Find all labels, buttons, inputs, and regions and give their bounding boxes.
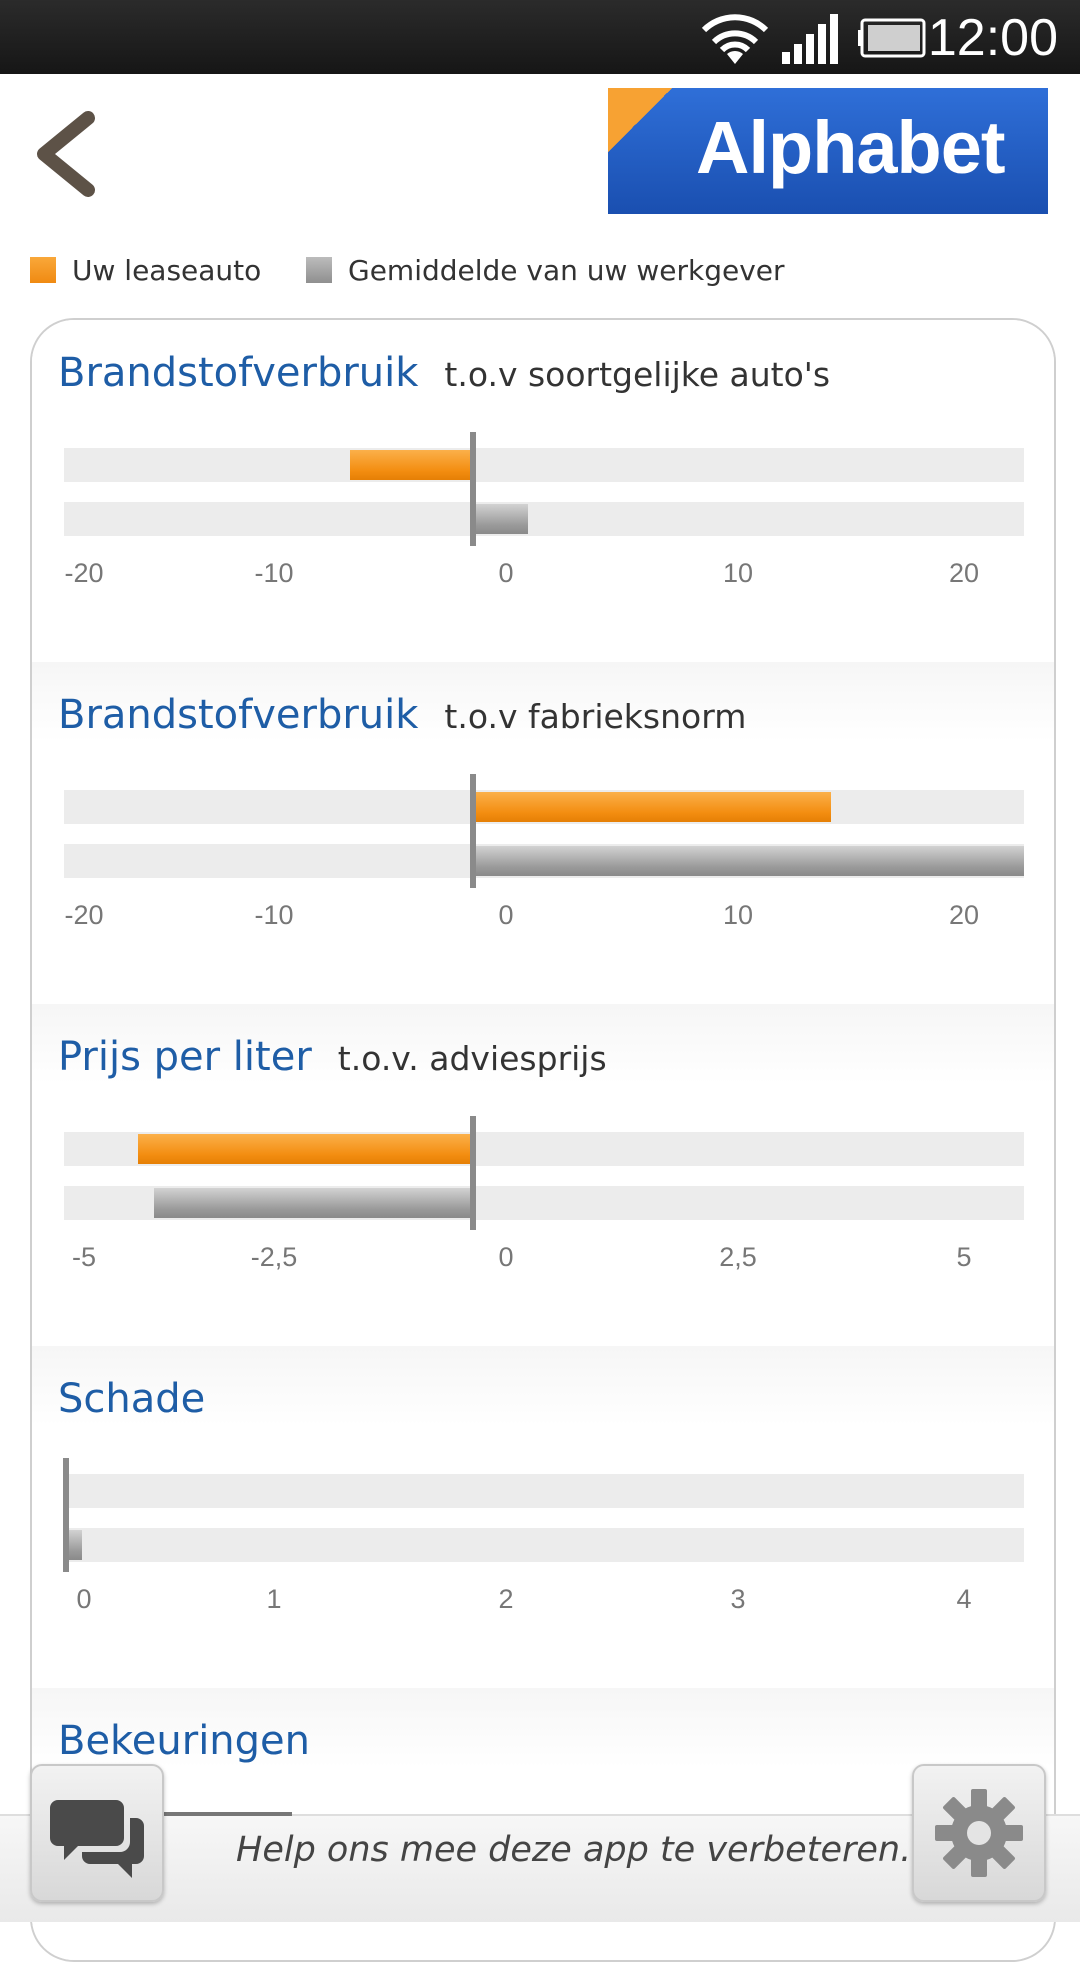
chart-tick-label: -20 (64, 558, 104, 588)
status-bar: 12:00 (0, 0, 1080, 74)
chart-zero-line (470, 432, 476, 546)
battery-icon (858, 18, 926, 58)
section-title: Brandstofverbruik t.o.v soortgelijke auto… (58, 348, 830, 400)
gear-icon (935, 1789, 1023, 1877)
signal-icon (782, 14, 838, 64)
chart-tick-label: -10 (254, 558, 294, 588)
chart-track-lease-car (64, 1474, 1024, 1508)
chart-tick-label: 10 (722, 558, 754, 588)
chart-tick-label: 0 (498, 900, 514, 930)
chart-bar-lease-car (350, 450, 473, 480)
chart-tick-label: 0 (498, 1242, 514, 1272)
chart-tick-label: 20 (948, 900, 980, 930)
section-title-text: Bekeuringen (58, 1718, 311, 1764)
chart-track-lease-car (64, 790, 1024, 824)
chat-bubbles-icon (50, 1800, 144, 1878)
chart-tick-label: 0 (76, 1584, 92, 1614)
section-subtitle: t.o.v fabrieksnorm (444, 697, 747, 736)
alphabet-logo: Alphabet (608, 88, 1048, 214)
section-price-per-liter: Prijs per liter t.o.v. adviesprijs -5 -2,5… (32, 1004, 1054, 1348)
divider (160, 1812, 292, 1816)
chart-tick-label: 3 (730, 1584, 746, 1614)
chart-bar-employer-average (473, 504, 529, 534)
legend-item-employer-average: Gemiddelde van uw werkgever (306, 250, 785, 290)
chart-bar-employer-average (473, 846, 1024, 876)
back-button[interactable] (24, 104, 114, 204)
chart-tick-label: 10 (722, 900, 754, 930)
chart-tick-label: -10 (254, 900, 294, 930)
section-subtitle: t.o.v soortgelijke auto's (444, 355, 831, 394)
chart-zero-line (63, 1458, 69, 1572)
chart-track-employer (64, 1186, 1024, 1220)
chart-track-employer (64, 502, 1024, 536)
chart-bar-lease-car (137, 1134, 473, 1164)
chart-tick-label: 2 (498, 1584, 514, 1614)
chart-zero-line (470, 774, 476, 888)
legend-label: Uw leaseauto (72, 253, 262, 287)
chart-tick-label: -2,5 (250, 1242, 298, 1272)
chat-button[interactable] (30, 1764, 164, 1902)
legend-swatch-orange (30, 257, 56, 283)
chevron-left-icon (37, 111, 95, 197)
section-title-text: Brandstofverbruik (58, 692, 419, 738)
section-subtitle: t.o.v. adviesprijs (337, 1039, 607, 1078)
chart-tick-label: 2,5 (719, 1242, 757, 1272)
chart-tick-label: -20 (64, 900, 104, 930)
chart-tick-label: 20 (948, 558, 980, 588)
chart-track-employer (64, 1528, 1024, 1562)
wifi-icon (701, 14, 769, 64)
section-title-text: Schade (58, 1376, 206, 1422)
section-title: Bekeuringen (58, 1716, 310, 1766)
chart-bar-employer-average (66, 1530, 82, 1560)
feedback-bar[interactable] (0, 1814, 1080, 1922)
chart-track-employer (64, 844, 1024, 878)
logo-corner-fold (608, 88, 672, 152)
logo-text: Alphabet (696, 106, 1006, 189)
section-title-text: Brandstofverbruik (58, 350, 419, 396)
legend-item-lease-car: Uw leaseauto (30, 250, 261, 290)
section-title-text: Prijs per liter (58, 1034, 312, 1080)
chart-track-lease-car (64, 1132, 1024, 1166)
chart-track-lease-car (64, 448, 1024, 482)
section-title: Schade (58, 1374, 205, 1424)
chart-tick-label: -5 (71, 1242, 97, 1272)
section-fuel-factory: Brandstofverbruik t.o.v fabrieksnorm -20 -… (32, 662, 1054, 1006)
chart-tick-label: 4 (956, 1584, 972, 1614)
section-fuel-similar: Brandstofverbruik t.o.v soortgelijke auto… (32, 320, 1054, 664)
feedback-text[interactable]: Help ons mee deze app te verbeteren. (236, 1830, 912, 1870)
legend-label: Gemiddelde van uw werkgever (348, 253, 785, 287)
section-title: Prijs per liter t.o.v. adviesprijs (58, 1032, 607, 1084)
chart-tick-label: 0 (498, 558, 514, 588)
legend: Uw leaseauto Gemiddelde van uw werkgever (0, 250, 1080, 290)
section-title: Brandstofverbruik t.o.v fabrieksnorm (58, 690, 746, 742)
chart-tick-label: 1 (266, 1584, 282, 1614)
clock: 12:00 (927, 9, 1058, 67)
chart-bar-lease-car (473, 792, 832, 822)
chart-bar-employer-average (153, 1188, 473, 1218)
stats-card[interactable]: Brandstofverbruik t.o.v soortgelijke auto… (30, 318, 1056, 1962)
settings-button[interactable] (912, 1764, 1046, 1902)
app-header: Alphabet (0, 74, 1080, 234)
section-damage: Schade 0 1 2 3 4 (32, 1346, 1054, 1690)
chart-tick-label: 5 (956, 1242, 972, 1272)
chart-zero-line (470, 1116, 476, 1230)
legend-swatch-gray (306, 257, 332, 283)
